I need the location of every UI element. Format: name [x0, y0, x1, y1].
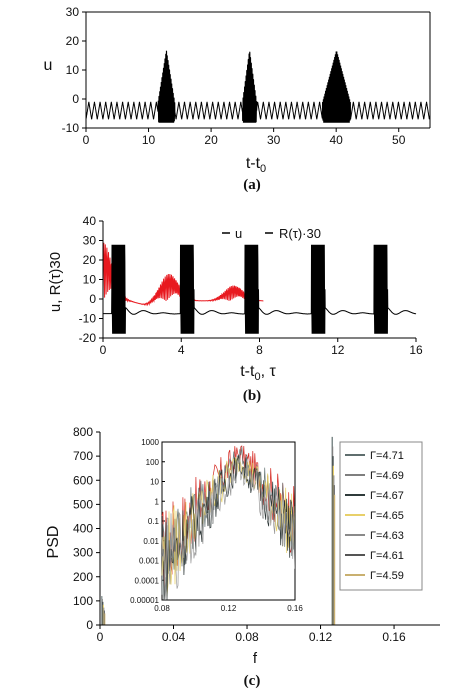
panel-c-axes: 0 0.04 0.08 0.12 0.16 0 100 200 300 400 500 600 700 8…	[73, 425, 440, 644]
x-tick-label: 0	[97, 630, 104, 644]
y-tick-label: 10	[66, 63, 80, 77]
y-tick-label: 10	[83, 273, 97, 287]
x-tick-label: 0.12	[309, 630, 333, 644]
y-tick-label: 700	[73, 449, 93, 463]
inset-y-tick-label: 0.01	[143, 537, 159, 546]
y-tick-label: 0	[89, 292, 96, 306]
inset-x-tick-label: 0.08	[154, 604, 170, 613]
legend-label: Γ=4.69	[370, 470, 404, 482]
legend-label: Γ=4.61	[370, 550, 404, 562]
y-tick-label: 20	[66, 34, 80, 48]
panel-b-chart: 0 4 8 12 16 -20 -10 0 10 20 30 40 u, R(τ)30 u R(τ)·…	[47, 214, 423, 404]
panel-a-caption: (a)	[243, 177, 261, 193]
legend-r-label: R(τ)·30	[279, 226, 321, 241]
panel-c-ylabel: PSD	[45, 526, 62, 559]
y-tick-label: 300	[73, 546, 93, 560]
panel-b-axes: 0 4 8 12 16 -20 -10 0 10 20 30 40	[79, 214, 423, 357]
legend-label: Γ=4.59	[370, 570, 404, 582]
panel-c-xlabel: f	[253, 650, 258, 667]
inset-spectrum-line	[161, 455, 296, 601]
y-tick-label: -10	[79, 312, 97, 326]
x-tick-label: 0	[83, 133, 90, 147]
y-tick-label: 0	[86, 618, 93, 632]
inset-x-tick-label: 0.12	[221, 604, 237, 613]
x-tick-label: 0.04	[162, 630, 186, 644]
panel-c-inset: 0.08 0.12 0.16 1000 100 10 1 0.1 0.01 0.001 0.0001…	[130, 438, 303, 613]
y-tick-label: 0	[72, 92, 79, 106]
panel-c-legend: Γ=4.71 Γ=4.69 Γ=4.67 Γ=4.65 Γ=4.63 Γ=4.61 Γ=4.…	[339, 441, 423, 591]
legend-label: Γ=4.71	[370, 450, 404, 462]
legend-u-label: u	[235, 226, 242, 241]
series-u-line	[85, 50, 431, 123]
panel-a-xlabel: t-t0	[246, 155, 266, 175]
y-tick-label: 100	[73, 594, 93, 608]
y-tick-label: 200	[73, 570, 93, 584]
x-tick-label: 8	[256, 343, 263, 357]
panel-c-chart: 0 0.04 0.08 0.12 0.16 0 100 200 300 400 500 600 700 8…	[45, 425, 440, 689]
inset-y-tick-label: 1000	[141, 438, 159, 447]
y-tick-label: -10	[62, 121, 80, 135]
panel-b-ylabel: u, R(τ)30	[47, 252, 64, 312]
x-tick-label: 40	[330, 133, 344, 147]
legend-label: Γ=4.65	[370, 510, 404, 522]
x-tick-label: 30	[267, 133, 281, 147]
x-tick-label: 16	[409, 343, 423, 357]
panel-b-plot-area	[102, 242, 417, 334]
x-tick-label: 4	[178, 343, 185, 357]
inset-y-tick-label: 0.0001	[135, 576, 160, 585]
inset-y-tick-label: 0.1	[148, 517, 160, 526]
inset-spectrum-line	[161, 457, 296, 601]
inset-y-tick-label: 0.001	[139, 557, 160, 566]
panel-a-ylabel: u	[44, 57, 53, 74]
y-tick-label: 600	[73, 473, 93, 487]
legend-label: Γ=4.63	[370, 530, 404, 542]
panel-b-xlabel: t-t0, τ	[240, 363, 276, 383]
x-tick-label: 0.08	[235, 630, 259, 644]
y-tick-label: 500	[73, 497, 93, 511]
y-tick-label: 400	[73, 522, 93, 536]
x-tick-label: 0.16	[382, 630, 406, 644]
panel-b-caption: (b)	[243, 388, 261, 404]
y-tick-label: 30	[83, 234, 97, 248]
x-tick-label: 50	[392, 133, 406, 147]
inset-y-tick-label: 10	[150, 478, 159, 487]
y-tick-label: 40	[83, 214, 97, 228]
panel-a-plot-area	[85, 50, 431, 123]
panel-c-plot-area	[101, 436, 336, 625]
inset-y-tick-label: 100	[146, 458, 160, 467]
y-tick-label: 20	[83, 253, 97, 267]
y-tick-label: 30	[66, 5, 80, 19]
series-u-line	[103, 244, 417, 334]
panel-b-legend: u R(τ)·30	[222, 226, 321, 241]
y-tick-label: 800	[73, 425, 93, 439]
inset-y-tick-label: 1	[155, 497, 160, 506]
x-tick-label: 0	[100, 343, 107, 357]
legend-label: Γ=4.67	[370, 490, 404, 502]
x-tick-label: 10	[142, 133, 156, 147]
inset-y-tick-label: 0.00001	[130, 596, 159, 605]
y-tick-label: -20	[79, 331, 97, 345]
panel-c-caption: (c)	[244, 673, 261, 689]
inset-x-tick-label: 0.16	[287, 604, 303, 613]
x-tick-label: 12	[331, 343, 345, 357]
x-tick-label: 20	[204, 133, 218, 147]
